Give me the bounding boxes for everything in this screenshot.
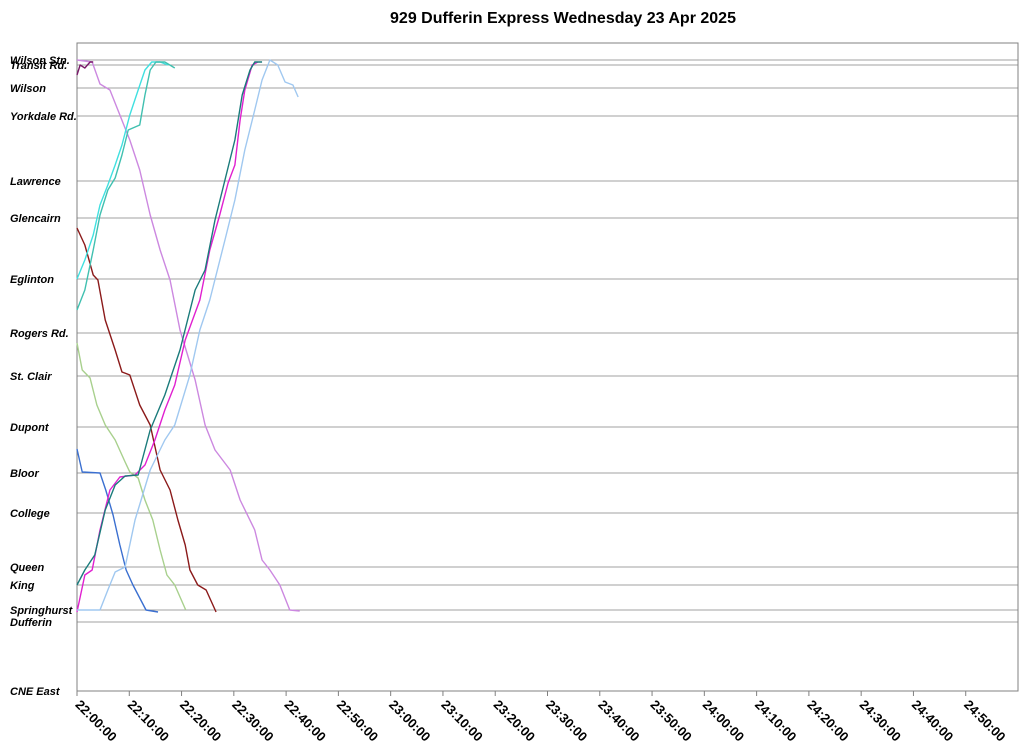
y-tick-label: Transit Rd.	[10, 60, 67, 72]
x-tick-label: 22:50:00	[334, 697, 381, 744]
y-tick-label: Dufferin	[10, 617, 52, 629]
y-tick-label: CNE East	[10, 686, 61, 698]
y-tick-label: Queen	[10, 562, 45, 574]
x-tick-label: 23:40:00	[595, 697, 642, 744]
y-tick-label: College	[10, 508, 50, 520]
series-line	[76, 61, 94, 76]
y-tick-label: Dupont	[10, 422, 50, 434]
series-line	[76, 61, 169, 280]
series-line	[76, 227, 217, 613]
x-tick-label: 23:10:00	[438, 697, 485, 744]
y-tick-label: Springhurst	[10, 605, 74, 617]
y-tick-label: St. Clair	[10, 371, 52, 383]
y-tick-label: Eglinton	[10, 274, 54, 286]
series-line	[77, 59, 299, 611]
series-line	[76, 448, 159, 613]
x-tick-label: 24:30:00	[857, 697, 904, 744]
x-tick-label: 24:40:00	[909, 697, 956, 744]
x-tick-label: 23:00:00	[386, 697, 433, 744]
x-tick-label: 22:30:00	[229, 697, 276, 744]
series-line	[76, 61, 263, 586]
y-tick-label: Wilson	[10, 83, 46, 95]
y-tick-label: King	[10, 580, 35, 592]
y-tick-label: Wilson Stn.	[10, 55, 70, 67]
plot-frame	[76, 42, 1019, 692]
x-tick-label: 22:20:00	[177, 697, 224, 744]
x-tick-label: 24:10:00	[752, 697, 799, 744]
series-line	[76, 59, 300, 612]
x-tick-label: 24:50:00	[961, 697, 1008, 744]
y-tick-label: Yorkdale Rd.	[10, 111, 77, 123]
y-tick-label: Lawrence	[10, 176, 61, 188]
x-tick-label: 22:40:00	[282, 697, 329, 744]
x-tick-label: 24:20:00	[804, 697, 851, 744]
x-tick-label: 24:00:00	[700, 697, 747, 744]
series-line	[76, 342, 187, 611]
y-tick-label: Rogers Rd.	[10, 328, 69, 340]
series-line	[76, 61, 176, 311]
chart-title: 929 Dufferin Express Wednesday 23 Apr 20…	[390, 10, 736, 27]
series-line	[76, 61, 259, 613]
x-tick-label: 23:50:00	[648, 697, 695, 744]
x-tick-label: 22:10:00	[125, 697, 172, 744]
x-tick-label: 22:00:00	[72, 697, 119, 744]
y-tick-label: Glencairn	[10, 213, 61, 225]
x-tick-label: 23:20:00	[491, 697, 538, 744]
x-tick-label: 23:30:00	[543, 697, 590, 744]
y-tick-label: Bloor	[10, 468, 39, 480]
